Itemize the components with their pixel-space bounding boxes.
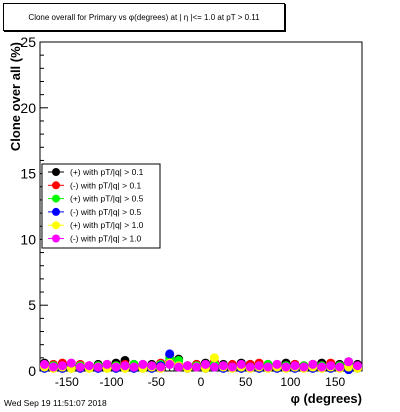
- data-point: [335, 362, 345, 372]
- y-tick-label: 10: [20, 231, 36, 247]
- legend-marker: [52, 194, 60, 203]
- data-point: [156, 362, 166, 372]
- legend-label: (-) with pT/|q| > 0.5: [70, 207, 142, 217]
- data-point: [209, 353, 219, 363]
- data-point: [120, 361, 130, 371]
- y-tick-label: 5: [28, 297, 36, 313]
- series-6: [39, 357, 363, 372]
- data-point: [254, 361, 264, 371]
- data-point: [102, 359, 112, 369]
- x-tick-label: 150: [325, 375, 345, 389]
- chart-title-box: Clone overall for Primary vs φ(degrees) …: [3, 3, 285, 31]
- data-point: [227, 362, 237, 372]
- x-tick-label: -50: [148, 375, 166, 389]
- data-point: [245, 362, 255, 372]
- data-point: [93, 362, 103, 372]
- data-point: [57, 361, 67, 371]
- data-point: [326, 361, 336, 371]
- data-point: [308, 359, 318, 369]
- data-point: [192, 362, 202, 372]
- y-axis-label: Clone over all (%): [8, 42, 23, 151]
- x-tick-label: 0: [198, 375, 205, 389]
- data-point: [111, 362, 121, 372]
- x-axis-label: φ (degrees): [291, 391, 362, 406]
- legend-marker: [52, 221, 60, 230]
- data-point: [299, 362, 309, 372]
- legend-marker: [52, 181, 60, 190]
- legend-label: (-) with pT/|q| > 1.0: [70, 234, 142, 244]
- data-point: [353, 361, 363, 371]
- y-tick-label: 20: [20, 100, 36, 116]
- x-tick-label: -100: [100, 375, 124, 389]
- y-tick-label: 15: [20, 166, 36, 182]
- data-point: [129, 362, 139, 372]
- data-marks: [39, 349, 363, 375]
- data-point: [290, 361, 300, 371]
- data-point: [75, 362, 85, 372]
- data-point: [147, 361, 157, 371]
- data-point: [281, 362, 291, 372]
- data-point: [183, 361, 193, 371]
- legend-marker: [52, 207, 60, 216]
- data-point: [317, 362, 327, 372]
- data-point: [209, 362, 219, 372]
- x-tick-label: 50: [239, 375, 253, 389]
- y-tick-label: 25: [20, 34, 36, 50]
- data-point: [272, 359, 282, 369]
- data-point: [263, 362, 273, 372]
- legend-box: [41, 163, 161, 249]
- data-point: [66, 358, 76, 368]
- legend-label: (+) with pT/|q| > 0.5: [70, 194, 144, 204]
- legend-marker: [52, 168, 60, 176]
- legend-label: (+) with pT/|q| > 1.0: [70, 220, 144, 230]
- data-point: [84, 361, 94, 371]
- data-point: [165, 359, 175, 369]
- data-point: [344, 357, 354, 367]
- timestamp-footer: Wed Sep 19 11:51:07 2018: [4, 398, 107, 408]
- y-tick-label: 0: [28, 363, 36, 379]
- chart-title: Clone overall for Primary vs φ(degrees) …: [28, 12, 260, 22]
- data-point: [218, 361, 228, 371]
- data-point: [165, 349, 175, 359]
- data-point: [138, 359, 148, 369]
- data-point: [174, 362, 184, 372]
- data-point: [48, 362, 58, 372]
- data-point: [236, 359, 246, 369]
- x-tick-label: 100: [280, 375, 300, 389]
- data-point: [200, 359, 210, 369]
- legend-label: (-) with pT/|q| > 0.1: [70, 180, 142, 190]
- x-tick-label: -150: [55, 375, 79, 389]
- legend: (+) with pT/|q| > 0.1 (-) with pT/|q| > 0…: [41, 163, 161, 249]
- legend-label: (+) with pT/|q| > 0.1: [70, 167, 144, 177]
- legend-marker: [52, 234, 60, 243]
- data-point: [39, 359, 49, 369]
